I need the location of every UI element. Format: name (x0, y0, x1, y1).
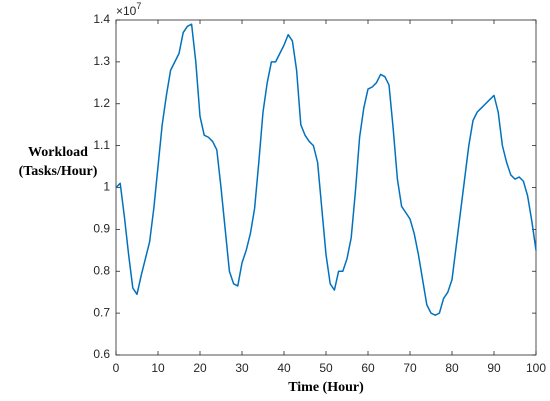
x-tick-label: 100 (526, 361, 546, 375)
x-tick-label: 0 (113, 361, 120, 375)
y-tick-label: 0.6 (93, 347, 110, 361)
x-tick-label: 60 (361, 361, 375, 375)
y-tick-label: 0.7 (93, 305, 110, 319)
y-tick-label: 1.2 (93, 96, 110, 110)
y-tick-label: 1.4 (93, 12, 110, 26)
y-tick-label: 0.8 (93, 263, 110, 277)
y-axis-label: (Tasks/Hour) (19, 164, 98, 179)
y-tick-label: 1.3 (93, 54, 110, 68)
y-multiplier: ×107 (116, 1, 141, 18)
x-tick-label: 90 (487, 361, 501, 375)
plot-box (115, 19, 537, 356)
y-multiplier-power: 7 (136, 1, 141, 11)
x-tick-label: 40 (277, 361, 291, 375)
y-axis-label: Workload (28, 145, 88, 160)
y-tick-label: 1.1 (93, 138, 110, 152)
y-tick-label: 0.9 (93, 222, 110, 236)
x-tick-label: 30 (235, 361, 249, 375)
x-tick-label: 70 (403, 361, 417, 375)
x-axis-label: Time (Hour) (288, 380, 364, 395)
y-multiplier-base: ×10 (116, 4, 137, 18)
x-tick-label: 20 (193, 361, 207, 375)
x-tick-label: 80 (445, 361, 459, 375)
y-tick-label: 1 (103, 180, 110, 194)
x-tick-label: 50 (319, 361, 333, 375)
data-line (115, 23, 537, 316)
x-tick-label: 10 (151, 361, 165, 375)
